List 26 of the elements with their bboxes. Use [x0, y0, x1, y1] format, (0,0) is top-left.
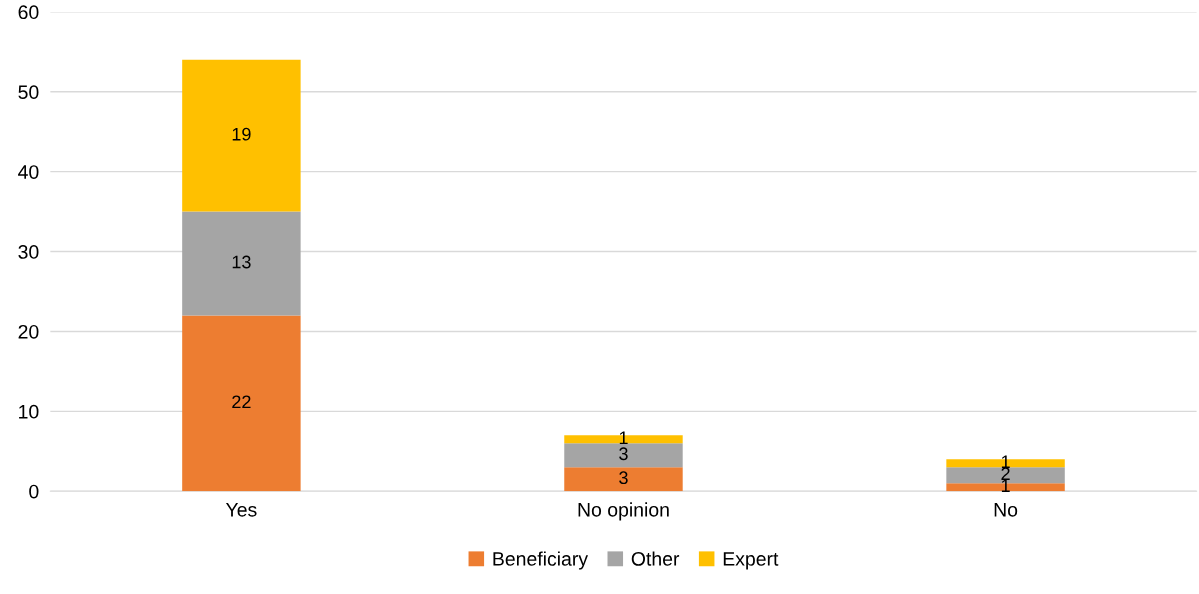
x-tick-label: No opinion: [578, 502, 669, 521]
y-tick-label: 10: [19, 404, 39, 419]
data-label: 1: [619, 431, 628, 444]
legend-label: Expert: [723, 552, 779, 570]
y-tick-label: 50: [18, 85, 39, 100]
x-tick-label: Yes: [225, 503, 257, 517]
bar: [564, 467, 683, 492]
data-label: 1: [1001, 455, 1010, 468]
data-label: 13: [232, 255, 251, 269]
bar: [182, 211, 301, 316]
bar: [182, 315, 301, 492]
bar: [564, 443, 683, 468]
data-label: 3: [619, 471, 628, 485]
y-tick-label: 60: [18, 5, 39, 20]
data-label: 1: [1001, 479, 1010, 492]
bar: [182, 59, 301, 212]
y-tick-label: 40: [18, 165, 39, 179]
y-tick-label: 0: [29, 484, 39, 499]
legend-label: Beneficiary: [493, 551, 589, 570]
data-label: 22: [232, 395, 251, 409]
data-label: 3: [619, 447, 628, 461]
data-label: 19: [232, 127, 251, 141]
legend-label: Other: [631, 551, 680, 566]
y-tick-label: 20: [18, 324, 39, 339]
y-tick-label: 30: [18, 245, 39, 259]
x-tick-label: No: [994, 503, 1018, 517]
